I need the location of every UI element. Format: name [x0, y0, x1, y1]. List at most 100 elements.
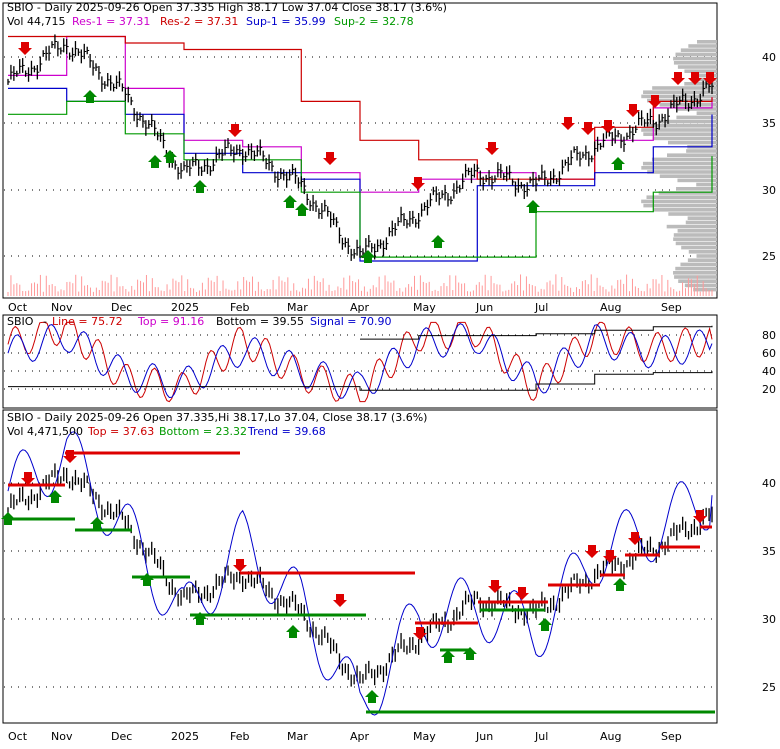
bottom-x-axis: Oct Nov Dec 2025 Feb Mar Apr May Jun Jul…	[8, 730, 682, 743]
top-x-label-apr: Apr	[350, 301, 370, 314]
bot-x-label-oct: Oct	[8, 730, 28, 743]
top-x-label-aug: Aug	[600, 301, 621, 314]
volume-profile-bar	[681, 245, 717, 250]
bot-x-label-2025: 2025	[171, 730, 199, 743]
middle-panel-frame	[2, 314, 718, 409]
volume-profile-bar	[677, 178, 717, 183]
bottom-header-top: Top = 37.63	[87, 425, 154, 438]
volume-profile-bar	[675, 52, 717, 57]
sell-arrow-icon	[703, 72, 717, 85]
volume-profile-bar	[652, 136, 717, 141]
top-y-tick-35: 35	[762, 117, 776, 130]
volume-profile-bar	[688, 44, 717, 48]
middle-header-symbol: SBIO	[7, 315, 34, 328]
volume-profile-bar	[688, 250, 717, 254]
sell-arrow-icon	[688, 72, 702, 85]
volume-profile-bar	[676, 187, 717, 191]
bot-y-tick-30: 30	[762, 613, 776, 626]
bot-x-label-jul: Jul	[534, 730, 548, 743]
top-x-label-feb: Feb	[230, 301, 249, 314]
top-x-label-nov: Nov	[51, 301, 73, 314]
bot-y-tick-35: 35	[762, 545, 776, 558]
bottom-panel-plot	[1, 431, 716, 716]
volume-profile-bar	[673, 61, 717, 65]
volume-profile-bar	[668, 212, 717, 216]
middle-header-bottom: Bottom = 39.55	[216, 315, 304, 328]
bottom-header-trend: Trend = 39.68	[247, 425, 326, 438]
volume-profile-bar	[687, 258, 717, 262]
volume-profile-bar	[673, 237, 717, 241]
bottom-header-vol: Vol 4,471,500	[7, 425, 83, 438]
buy-arrow-icon	[463, 647, 477, 660]
buy-arrow-icon	[140, 573, 154, 586]
bot-x-label-jun: Jun	[475, 730, 493, 743]
buy-arrow-icon	[163, 150, 177, 163]
volume-profile-bar	[658, 191, 717, 195]
volume-profile-bar	[659, 174, 717, 178]
sell-arrow-icon	[693, 510, 707, 523]
sell-arrow-icon	[585, 545, 599, 558]
sell-arrow-icon	[413, 627, 427, 640]
sell-arrow-icon	[601, 120, 615, 133]
sell-arrow-icon	[488, 580, 502, 593]
sell-arrow-icon	[21, 472, 35, 485]
buy-arrow-icon	[538, 618, 552, 631]
bot-y-tick-25: 25	[762, 681, 776, 694]
top-header-res1: Res-1 = 37.31	[72, 15, 150, 28]
volume-profile-bar	[641, 199, 717, 204]
sell-arrow-icon	[233, 559, 247, 572]
volume-profile-bar	[686, 149, 717, 153]
sell-arrow-icon	[411, 177, 425, 190]
sell-arrow-icon	[671, 72, 685, 85]
sell-arrow-icon	[515, 587, 529, 600]
volume-profile-bar	[696, 111, 717, 115]
top-header-vol: Vol 44,715	[7, 15, 65, 28]
middle-header-signal: Signal = 70.90	[310, 315, 392, 328]
buy-arrow-icon	[48, 490, 62, 503]
volume-profile-bar	[651, 157, 717, 162]
volume-profile-bar	[652, 208, 717, 212]
volume-profile-bar	[676, 115, 717, 120]
volume-profile-bar	[673, 271, 717, 275]
buy-arrow-icon	[295, 203, 309, 216]
mid-y-tick-60: 60	[762, 347, 776, 360]
top-series-sup-2-line	[8, 100, 713, 258]
signal-arrows	[18, 42, 717, 263]
volume-profile-bar	[693, 287, 717, 292]
top-x-label-2025: 2025	[171, 301, 199, 314]
volume-profile-bar	[684, 69, 717, 73]
bottom-header-bottom: Bottom = 23.32	[159, 425, 247, 438]
sell-arrow-icon	[323, 152, 337, 165]
sell-arrow-icon	[485, 142, 499, 155]
mid-y-tick-20: 20	[762, 383, 776, 396]
sell-arrow-icon	[18, 42, 32, 55]
volume-profile-bar	[642, 161, 717, 166]
top-x-label-mar: Mar	[287, 301, 308, 314]
volume-profile-bar	[680, 48, 717, 52]
top-x-label-jul: Jul	[534, 301, 548, 314]
mid-y-tick-80: 80	[762, 329, 776, 342]
buy-arrow-icon	[83, 90, 97, 103]
buy-arrow-icon	[365, 690, 379, 703]
sell-arrow-icon	[561, 117, 575, 130]
bot-x-label-aug: Aug	[600, 730, 621, 743]
bot-x-label-apr: Apr	[350, 730, 370, 743]
volume-profile-bar	[673, 56, 717, 61]
middle-header-sep: -	[43, 315, 47, 328]
bot-x-label-may: May	[413, 730, 436, 743]
top-x-axis: Oct Nov Dec 2025 Feb Mar Apr May Jun Jul…	[8, 301, 682, 314]
volume-profile-bar	[666, 224, 717, 229]
volume-profile-bar	[673, 233, 717, 237]
top-x-label-may: May	[413, 301, 436, 314]
middle-series-bottom-line	[8, 371, 713, 391]
buy-arrow-icon	[286, 625, 300, 638]
sell-arrow-icon	[628, 532, 642, 545]
volume-profile-bar	[677, 229, 717, 233]
middle-header-line: Line = 75.72	[52, 315, 123, 328]
volume-profile-bar	[658, 119, 717, 124]
top-y-tick-40: 40	[762, 51, 776, 64]
top-series-res-2-line	[8, 35, 713, 180]
volume-profile-bar	[684, 82, 717, 86]
